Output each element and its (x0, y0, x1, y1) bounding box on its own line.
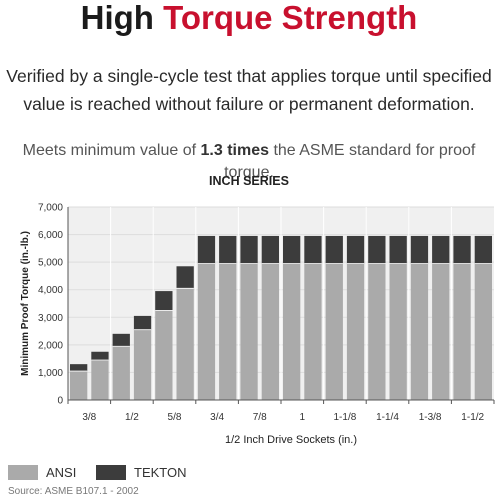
bar-ansi (133, 329, 152, 400)
bar-tekton (219, 235, 237, 264)
bar-ansi (283, 263, 301, 400)
torque-bar-chart: INCH SERIES 0 1,000 2,000 3,000 4,000 5,000 6,0… (20, 174, 495, 446)
y-tick-label: 1,000 (38, 368, 63, 379)
bar-tekton (112, 333, 130, 347)
y-tick-label: 6,000 (38, 230, 63, 241)
title-part-2: Torque Strength (163, 0, 418, 36)
bar-tekton (389, 235, 407, 264)
bar-tekton (410, 235, 429, 264)
legend-swatch-ansi (8, 465, 38, 481)
x-tick-label: 1/2 (125, 412, 139, 423)
bar-tekton (453, 235, 471, 264)
note-suffix: the ASME standard for proof torque. (224, 142, 476, 181)
bar-tekton (432, 235, 450, 264)
bar-ansi (432, 263, 450, 400)
bar-tekton (176, 266, 194, 289)
bar-ansi (474, 263, 492, 400)
x-tick-label: 1-1/4 (376, 412, 399, 423)
x-tick-label: 3/4 (210, 412, 224, 423)
bar-ansi (368, 263, 386, 400)
bar-ansi (261, 263, 279, 400)
bar-tekton (261, 235, 279, 264)
note-emphasis: 1.3 times (200, 142, 269, 159)
bar-ansi (410, 263, 429, 400)
bar-ansi (325, 263, 343, 400)
bar-tekton (155, 291, 173, 311)
note-prefix: Meets minimum value of (22, 142, 197, 159)
bar-ansi (389, 263, 407, 400)
source-note: Source: ASME B107.1 - 2002 (8, 486, 139, 497)
bar-ansi (453, 263, 471, 400)
legend-item-tekton: TEKTON (96, 464, 187, 481)
bar-ansi (240, 263, 258, 400)
y-axis-title: Minimum Proof Torque (in.-lb.) (20, 231, 31, 376)
bar-ansi (304, 263, 322, 400)
legend-swatch-tekton (96, 465, 126, 481)
bar-tekton (91, 351, 109, 361)
y-tick-label: 3,000 (38, 313, 63, 324)
y-tick-label: 0 (57, 396, 63, 407)
bar-ansi (112, 346, 130, 400)
y-tick-label: 5,000 (38, 258, 63, 269)
bar-tekton (133, 315, 152, 330)
bar-ansi (91, 360, 109, 400)
bar-tekton (283, 235, 301, 264)
y-tick-label: 2,000 (38, 340, 63, 351)
x-tick-label: 1-1/8 (334, 412, 357, 423)
bar-tekton (197, 235, 216, 264)
bar-tekton (474, 235, 492, 264)
legend-label-tekton: TEKTON (134, 465, 187, 481)
bar-ansi (197, 263, 216, 400)
x-tick-label: 1-1/2 (461, 412, 484, 423)
legend-label-ansi: ANSI (46, 465, 77, 481)
bar-ansi (346, 263, 365, 400)
standard-note: Meets minimum value of 1.3 times the ASM… (0, 140, 498, 184)
legend-item-ansi: ANSI (8, 464, 77, 481)
x-axis-title: 1/2 Inch Drive Sockets (in.) (225, 434, 357, 446)
bar-ansi (219, 263, 237, 400)
x-tick-label: 3/8 (82, 412, 96, 423)
y-tick-label: 7,000 (38, 203, 63, 214)
bar-tekton (304, 235, 322, 264)
x-tick-label: 7/8 (253, 412, 267, 423)
bar-ansi (176, 288, 194, 400)
bar-ansi (70, 371, 88, 400)
bar-tekton (346, 235, 365, 264)
x-tick-label: 5/8 (168, 412, 182, 423)
bar-tekton (325, 235, 343, 264)
description-text: Verified by a single-cycle test that app… (6, 66, 492, 114)
y-tick-label: 4,000 (38, 285, 63, 296)
x-tick-label: 1 (300, 412, 306, 423)
bar-ansi (155, 310, 173, 400)
title-part-1: High (80, 0, 154, 36)
page-title: High Torque Strength (0, 0, 498, 38)
x-tick-label: 1-3/8 (419, 412, 442, 423)
bar-tekton (70, 364, 88, 372)
chart-title: INCH SERIES (209, 174, 289, 188)
bar-tekton (240, 235, 258, 264)
bar-tekton (368, 235, 386, 264)
